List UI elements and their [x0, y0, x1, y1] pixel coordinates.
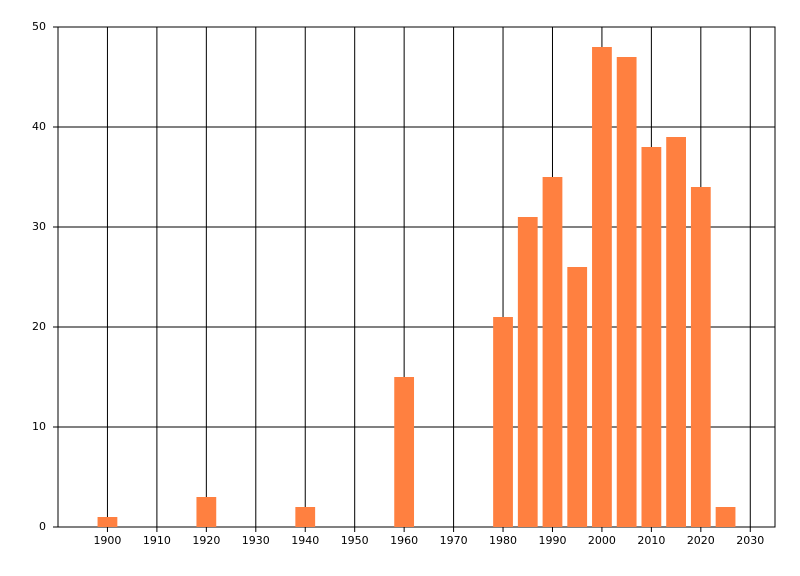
- bar: [517, 217, 538, 527]
- bar: [196, 497, 217, 527]
- x-tick-label: 2020: [687, 534, 715, 547]
- x-tick-label: 1960: [390, 534, 418, 547]
- x-tick-label: 1930: [242, 534, 270, 547]
- y-tick-label: 10: [32, 420, 46, 433]
- plot-frame: [57, 26, 776, 528]
- bar: [641, 147, 662, 527]
- x-tick-label: 1920: [192, 534, 220, 547]
- x-tick-label: 2030: [736, 534, 764, 547]
- bar: [394, 377, 415, 527]
- bar: [690, 187, 711, 527]
- x-tick-label: 1990: [538, 534, 566, 547]
- bar: [592, 47, 612, 527]
- bar: [666, 137, 686, 527]
- y-tick-label: 40: [32, 120, 46, 133]
- x-tick-label: 2010: [637, 534, 665, 547]
- bar: [616, 57, 637, 527]
- bar: [295, 507, 316, 527]
- x-tick-label: 1900: [93, 534, 121, 547]
- x-tick-label: 1980: [489, 534, 517, 547]
- y-tick-label: 0: [39, 520, 46, 533]
- bar: [97, 517, 118, 527]
- x-tick-label: 1950: [341, 534, 369, 547]
- y-tick-label: 50: [32, 20, 46, 33]
- bar: [493, 317, 513, 527]
- y-tick-label: 20: [32, 320, 46, 333]
- bar: [567, 267, 588, 527]
- x-tick-label: 2000: [588, 534, 616, 547]
- x-tick-label: 1970: [440, 534, 468, 547]
- bar: [542, 177, 563, 527]
- x-tick-label: 1910: [143, 534, 171, 547]
- x-tick-label: 1940: [291, 534, 319, 547]
- bar: [715, 507, 736, 527]
- y-tick-label: 30: [32, 220, 46, 233]
